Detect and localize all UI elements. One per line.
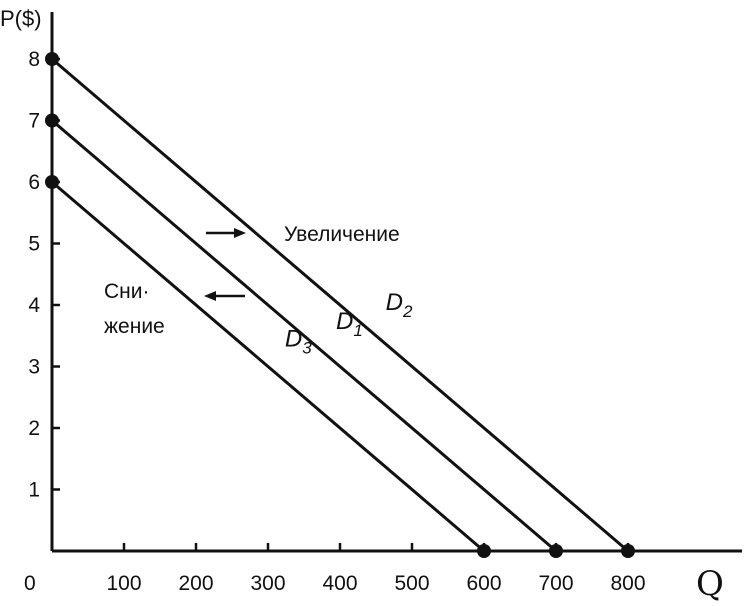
origin-label: 0	[24, 572, 36, 595]
x-axis-label: Q	[696, 564, 724, 604]
x-tick-label: 500	[394, 572, 429, 595]
curve-endpoints	[45, 52, 635, 558]
curve-label-d3: D3	[285, 326, 312, 358]
axis-ticks: 100 200 300 400 500 600 700 800 1 2 3 4 5 6 7 8	[28, 48, 645, 595]
decrease-label-line1: Сни·	[104, 280, 150, 303]
x-tick-label: 200	[178, 572, 213, 595]
demand-curve-d3	[51, 180, 485, 553]
x-tick-label: 300	[250, 572, 285, 595]
y-tick-label: 7	[28, 110, 40, 133]
increase-annotation: Увеличение	[206, 223, 400, 246]
curve-endpoint	[477, 544, 491, 558]
demand-curve-d2	[51, 57, 629, 553]
y-tick-label: 3	[28, 356, 40, 379]
y-tick-label: 2	[28, 417, 40, 440]
axes	[50, 12, 742, 553]
arrow-left-head-icon	[204, 291, 216, 301]
y-tick-label: 8	[28, 48, 40, 71]
curve-endpoint	[621, 544, 635, 558]
x-tick-label: 600	[466, 572, 501, 595]
y-tick-label: 6	[28, 171, 40, 194]
curve-endpoint	[45, 52, 59, 66]
curve-labels: D2 D1 D3	[285, 289, 413, 358]
x-tick-label: 700	[538, 572, 573, 595]
arrow-right-head-icon	[234, 228, 246, 238]
x-tick-label: 800	[610, 572, 645, 595]
x-tick-label: 100	[106, 572, 141, 595]
x-tick-label: 400	[322, 572, 357, 595]
increase-label: Увеличение	[284, 223, 400, 246]
demand-curves	[51, 57, 629, 553]
y-tick-label: 5	[28, 233, 40, 256]
decrease-label-line2: жение	[104, 315, 165, 338]
curve-endpoint	[45, 113, 59, 128]
curve-endpoint	[45, 175, 59, 189]
y-tick-label: 1	[28, 479, 40, 502]
decrease-annotation: Сни· жение	[104, 280, 245, 338]
y-axis-label: P($)	[0, 6, 42, 31]
curve-endpoint	[549, 544, 563, 558]
y-tick-label: 4	[28, 294, 40, 317]
curve-label-d1: D1	[336, 308, 363, 340]
curve-label-d2: D2	[386, 289, 413, 321]
demand-curve-d1	[51, 119, 557, 553]
